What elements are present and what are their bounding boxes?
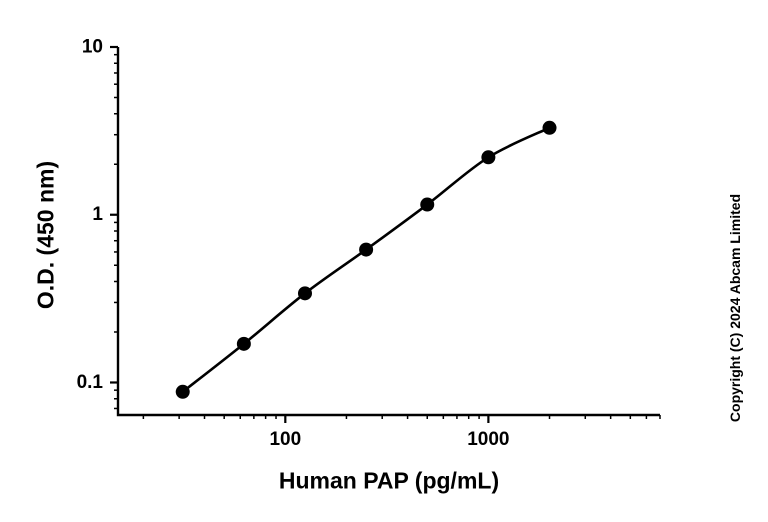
copyright-text: Copyright (C) 2024 Abcam Limited — [727, 193, 743, 423]
axes-lines — [116, 47, 660, 417]
x-tick-label: 1000 — [467, 429, 509, 450]
y-axis-title: O.D. (450 nm) — [32, 160, 59, 310]
x-axis-title: Human PAP (pg/mL) — [278, 467, 500, 494]
data-point — [175, 384, 190, 399]
data-point — [359, 242, 374, 257]
data-point — [297, 286, 312, 301]
data-point — [236, 336, 251, 351]
y-tick-label: 10 — [82, 37, 103, 58]
standard-curve-line — [181, 126, 551, 394]
x-tick-label: 100 — [269, 429, 301, 450]
y-tick-label: 1 — [92, 204, 103, 225]
data-point — [420, 197, 435, 212]
y-tick-label: 0.1 — [77, 372, 104, 393]
data-point — [481, 150, 496, 165]
data-point — [542, 120, 557, 135]
